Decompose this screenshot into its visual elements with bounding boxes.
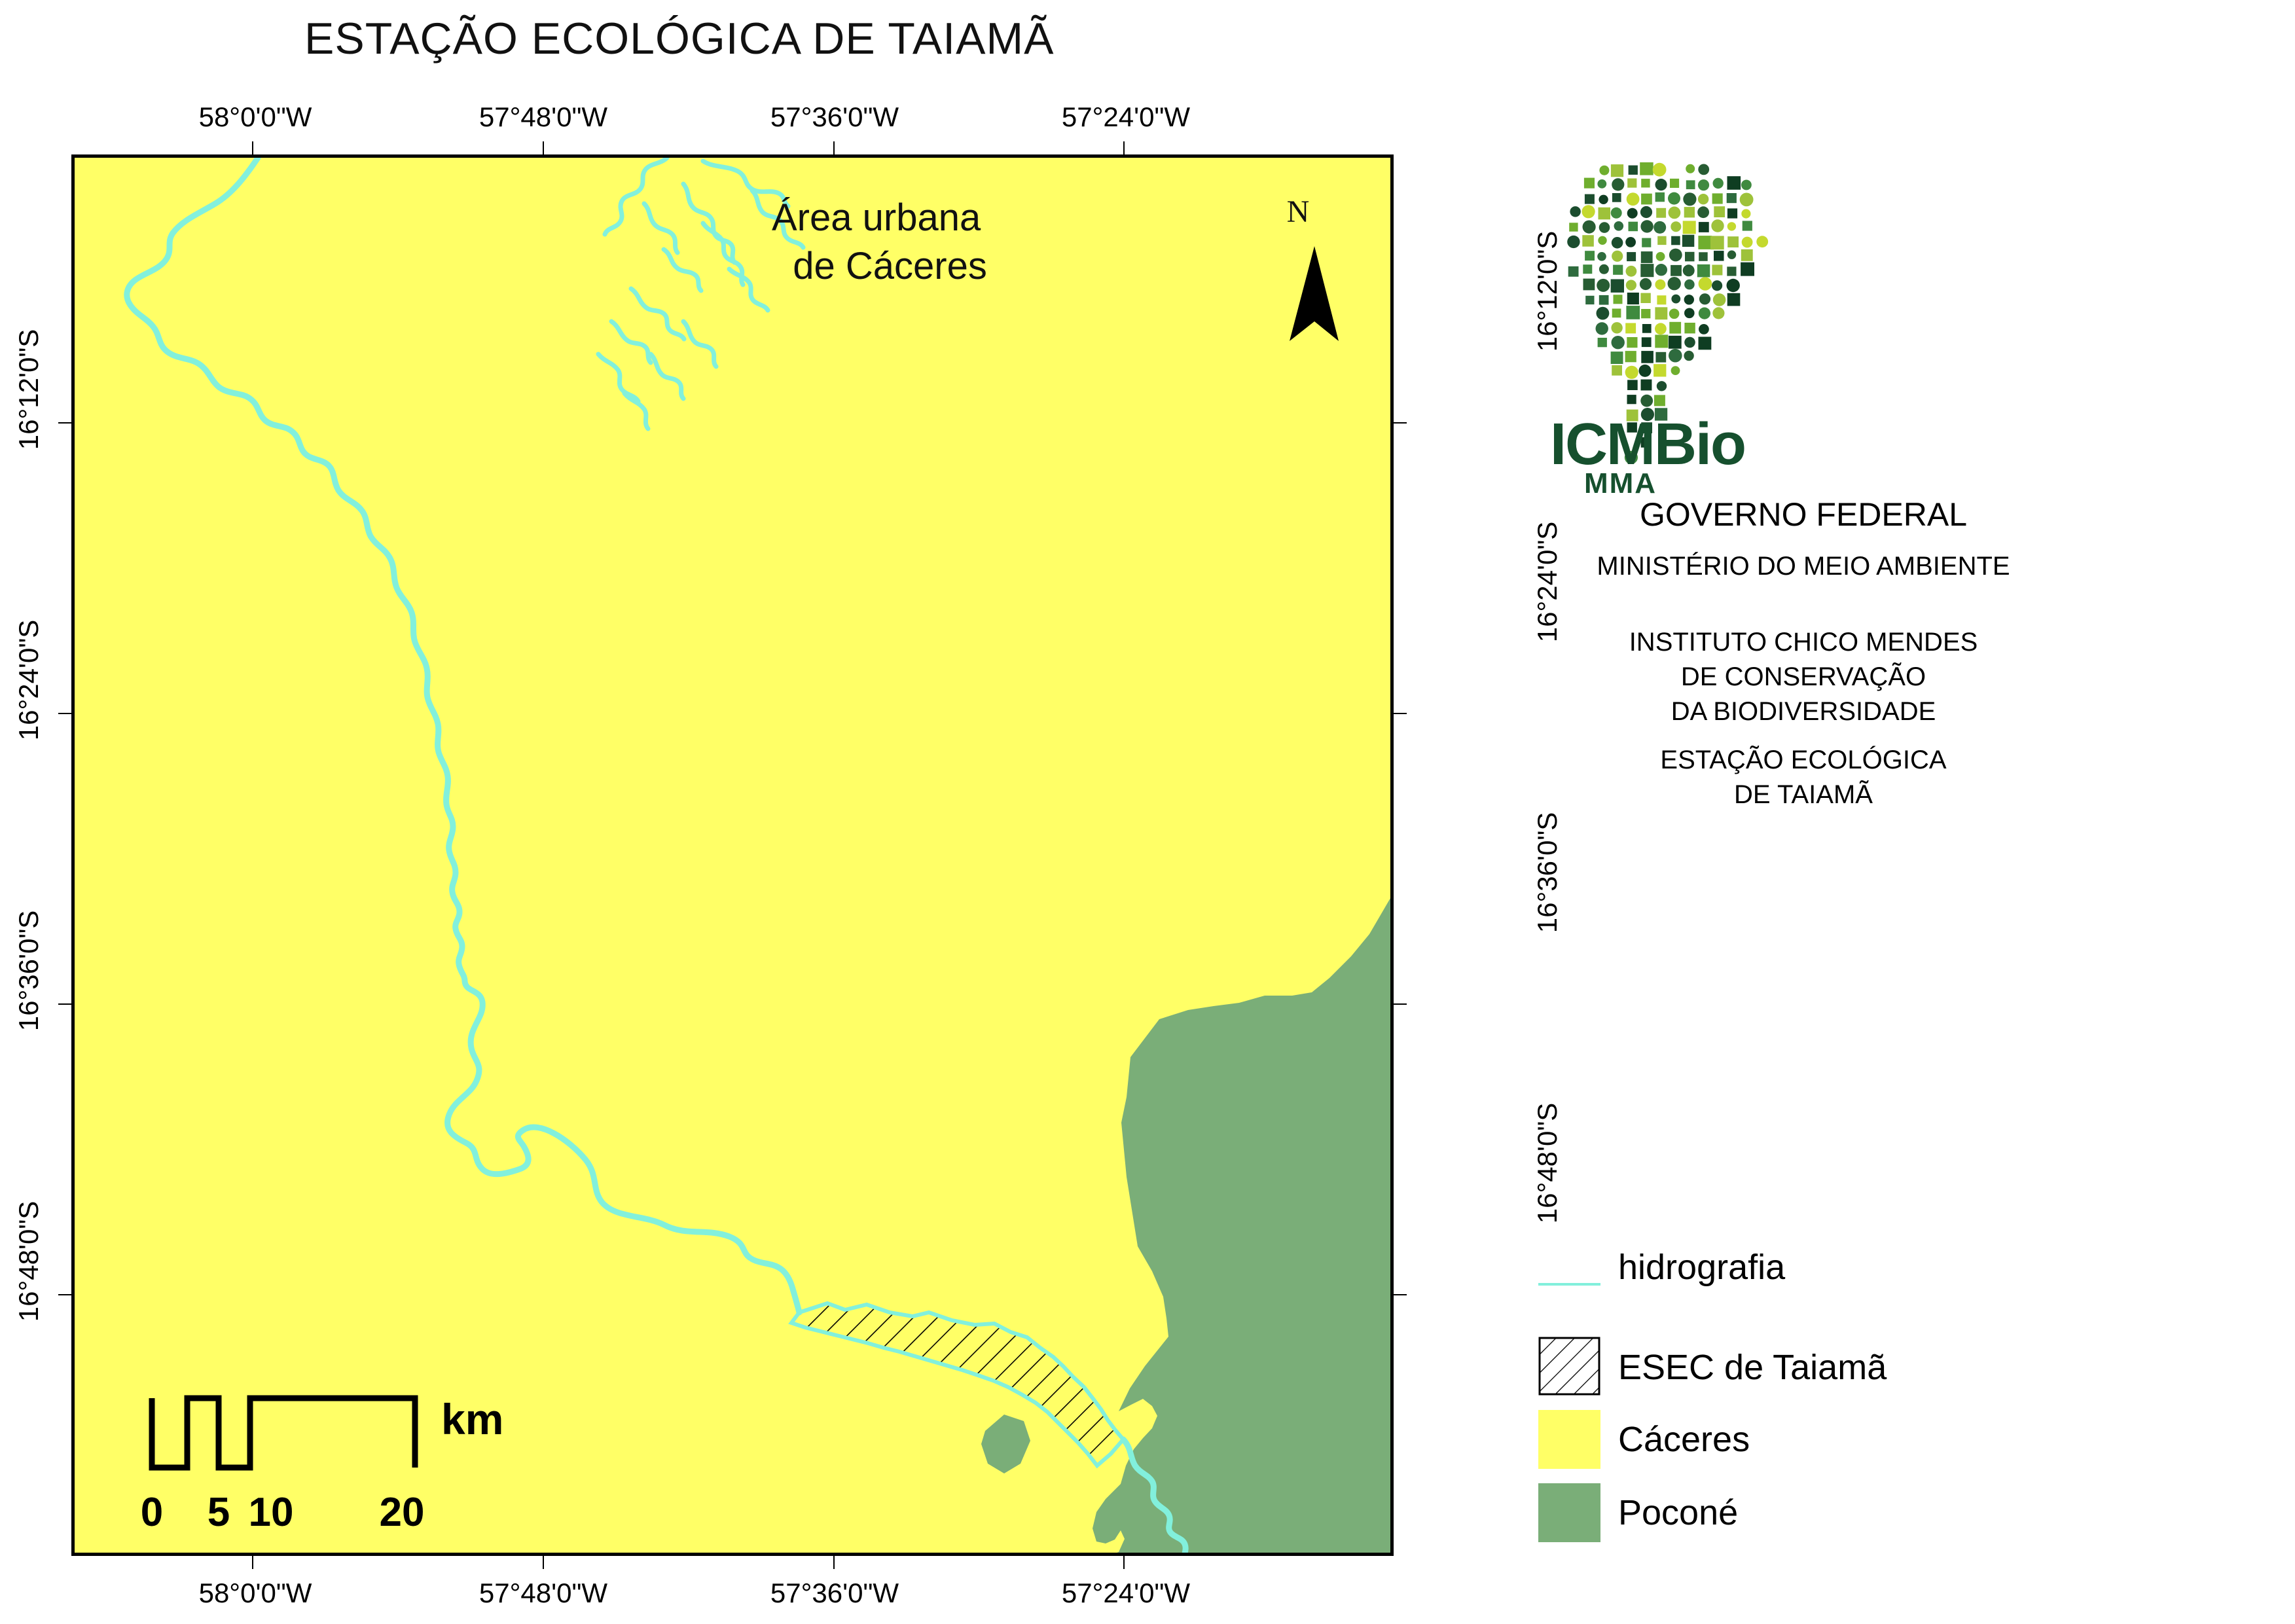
svg-text:10: 10 xyxy=(249,1490,294,1535)
svg-text:20: 20 xyxy=(380,1490,425,1535)
svg-text:5: 5 xyxy=(208,1490,230,1535)
svg-text:0: 0 xyxy=(141,1490,163,1535)
svg-text:km: km xyxy=(441,1395,503,1443)
